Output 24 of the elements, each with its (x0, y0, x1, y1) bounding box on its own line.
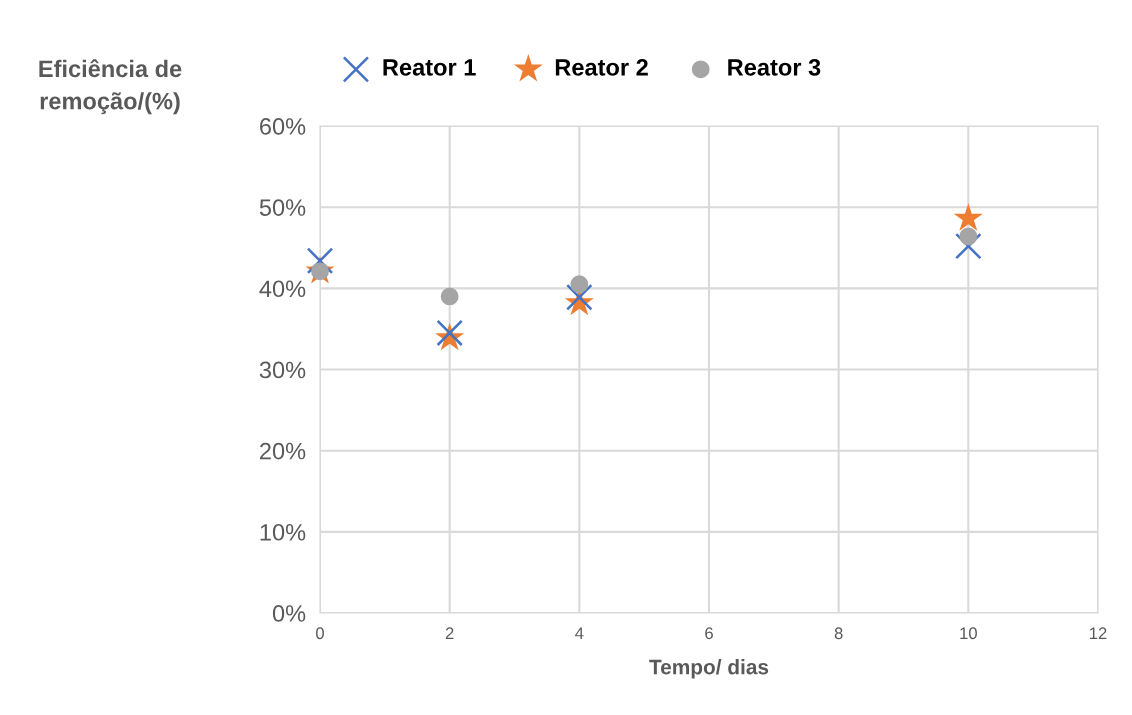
x-tick-label: 2 (445, 627, 454, 639)
legend-label: Reator 3 (728, 59, 821, 76)
y-tick-label: 10% (260, 523, 306, 541)
x-tick-label: 10 (960, 627, 977, 640)
point (570, 275, 589, 294)
point (566, 283, 593, 311)
x-tick-label: 8 (834, 627, 843, 640)
y-tick-label: 40% (259, 280, 306, 298)
legend-label: Reator 1 (383, 59, 476, 76)
y-tick-label: 0% (272, 605, 306, 622)
y-tick-label: 20% (260, 442, 306, 460)
x-tick-label: 4 (575, 627, 584, 639)
y-tick-label: 60% (260, 118, 306, 135)
x-tick-label: 6 (705, 627, 713, 640)
x-tick-label: 0 (316, 627, 324, 640)
x-axis-title: Tempo/ dias (649, 659, 769, 679)
y-axis-title: Eficiência de remoção/(%) (39, 59, 182, 115)
y-tick-label: 50% (259, 199, 306, 216)
y-tick-label: 30% (259, 361, 306, 379)
x-tick-label: 12 (1090, 627, 1107, 639)
point (953, 203, 983, 231)
point (959, 227, 978, 246)
legend-label: Reator 2 (555, 59, 648, 76)
point (440, 287, 459, 306)
